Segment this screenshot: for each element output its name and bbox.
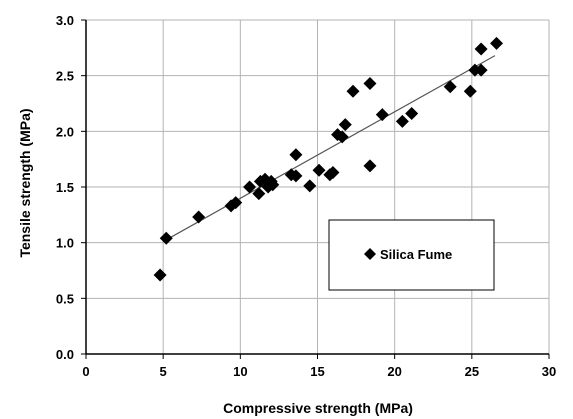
data-point	[395, 114, 409, 128]
data-point	[159, 231, 173, 245]
tick-labels: 0 5 10 15 20 25 30 0.0 0.5 1.0 1.5 2.0 2.5 3.0	[56, 13, 556, 379]
y-axis-title: Tensile strength (MPa)	[17, 108, 33, 257]
data-points	[153, 36, 504, 282]
data-point	[474, 42, 488, 56]
data-point	[303, 179, 317, 193]
data-point	[229, 196, 243, 210]
x-tick-label: 25	[465, 364, 479, 379]
y-tick-label: 1.0	[56, 236, 74, 251]
x-tick-label: 10	[233, 364, 247, 379]
x-tick-label: 5	[160, 364, 167, 379]
legend-diamond-icon	[364, 248, 376, 260]
data-point	[338, 118, 352, 132]
x-tick-label: 20	[387, 364, 401, 379]
trendline	[162, 55, 496, 243]
data-point	[289, 169, 303, 183]
data-point	[289, 148, 303, 162]
data-point	[326, 166, 340, 180]
data-point	[490, 36, 504, 50]
data-point	[474, 63, 488, 77]
data-point	[312, 163, 326, 177]
data-point	[363, 159, 377, 173]
data-point	[266, 178, 280, 192]
data-point	[153, 268, 167, 282]
legend: Silica Fume	[328, 219, 495, 291]
trendline-line	[162, 55, 496, 243]
x-tick-label: 15	[310, 364, 324, 379]
y-tick-label: 2.5	[56, 69, 74, 84]
data-point	[443, 80, 457, 94]
y-tick-label: 0.0	[56, 347, 74, 362]
y-tick-label: 1.5	[56, 180, 74, 195]
y-tick-label: 3.0	[56, 13, 74, 28]
x-axis-title: Compressive strength (MPa)	[223, 400, 413, 416]
data-point	[375, 108, 389, 122]
data-point	[243, 180, 257, 194]
y-tick-label: 2.0	[56, 124, 74, 139]
data-point	[363, 76, 377, 90]
data-point	[463, 84, 477, 98]
data-point	[252, 187, 266, 201]
y-tick-label: 0.5	[56, 291, 74, 306]
x-tick-label: 0	[82, 364, 89, 379]
x-tick-label: 30	[542, 364, 556, 379]
data-point	[335, 130, 349, 144]
data-point	[192, 210, 206, 224]
data-point	[346, 84, 360, 98]
legend-box	[328, 219, 495, 291]
data-point	[405, 107, 419, 121]
grid-lines	[86, 19, 550, 354]
axes	[81, 19, 550, 359]
axis-titles: Compressive strength (MPa) Tensile stren…	[17, 108, 413, 416]
legend-label: Silica Fume	[380, 247, 452, 262]
